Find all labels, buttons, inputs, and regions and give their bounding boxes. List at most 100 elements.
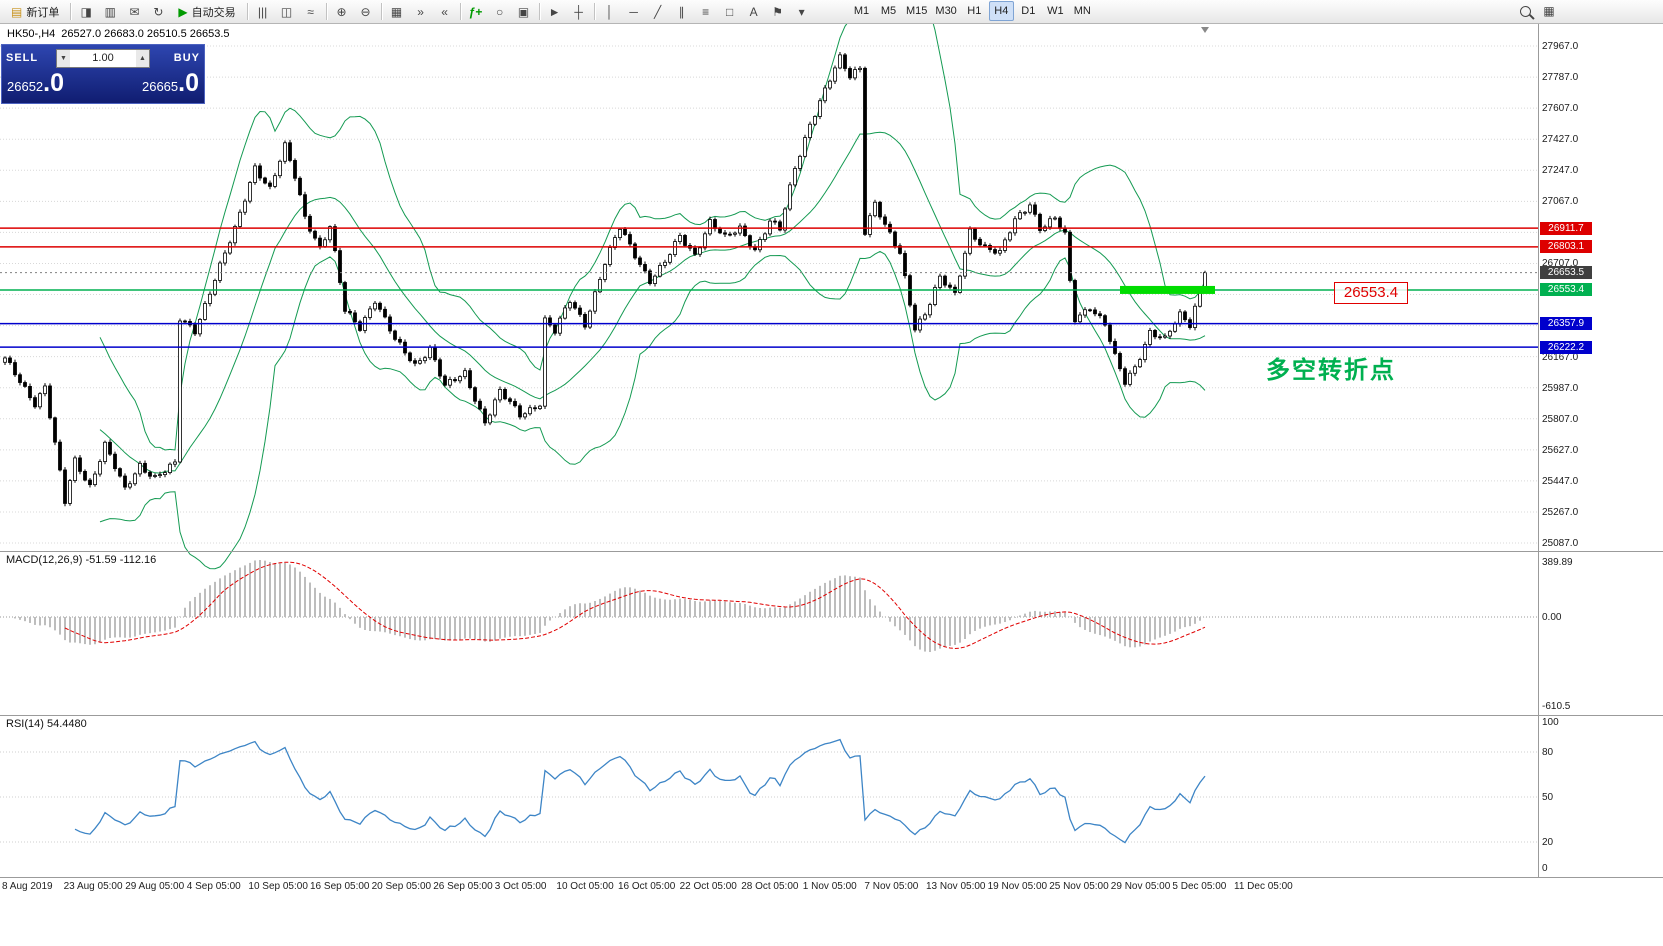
- candle: [1158, 336, 1162, 339]
- horizontal-line-button[interactable]: ─: [623, 2, 645, 22]
- chart-window-button[interactable]: ▦: [1538, 1, 1560, 21]
- buy-label[interactable]: BUY: [173, 52, 200, 64]
- templates-button[interactable]: ▣: [513, 2, 535, 22]
- candle: [568, 302, 572, 309]
- zoom-out-button[interactable]: ⊖: [355, 2, 377, 22]
- chart-window-icon: ▦: [1543, 4, 1555, 18]
- market-watch-button[interactable]: ▥: [99, 2, 121, 22]
- buy-button[interactable]: 26665.0: [142, 69, 199, 98]
- price-level-badge: 26357.9: [1540, 317, 1592, 331]
- volume-down-button[interactable]: ▼: [57, 49, 70, 67]
- candlestick-chart-button[interactable]: ◫: [276, 2, 298, 22]
- sell-button[interactable]: 26652.0: [7, 69, 64, 98]
- candle: [98, 461, 102, 475]
- rsi-name: RSI(14): [6, 718, 44, 730]
- bar-chart-button[interactable]: |||: [252, 2, 274, 22]
- candle: [248, 182, 252, 202]
- refresh-button[interactable]: ↻: [147, 2, 169, 22]
- chart-area[interactable]: [0, 24, 1538, 877]
- candle: [788, 184, 792, 210]
- price-annotation-box[interactable]: 26553.4: [1334, 282, 1408, 304]
- candle: [558, 317, 562, 334]
- turning-point-annotation[interactable]: 多空转折点: [1266, 357, 1396, 384]
- sell-label[interactable]: SELL: [6, 52, 39, 64]
- candle: [278, 160, 282, 177]
- volume-up-button[interactable]: ▲: [136, 49, 149, 67]
- candle: [1148, 330, 1152, 345]
- candle: [43, 385, 47, 395]
- timeframe-m15-button[interactable]: M15: [903, 1, 930, 21]
- candle: [468, 370, 472, 389]
- price-axis-label: 27067.0: [1542, 196, 1579, 208]
- candle: [763, 233, 767, 240]
- line-chart-button[interactable]: ≈: [300, 2, 322, 22]
- periods-button[interactable]: ○: [489, 2, 511, 22]
- timeframe-m1-button[interactable]: M1: [849, 1, 874, 21]
- autotrade-button[interactable]: ▶ 自动交易: [171, 2, 242, 22]
- auto-scroll-button[interactable]: »: [410, 2, 432, 22]
- timeframe-mn-button[interactable]: MN: [1070, 1, 1095, 21]
- profiles-button[interactable]: ◨: [75, 2, 97, 22]
- macd-label: MACD(12,26,9) -51.59 -112.16: [6, 554, 156, 566]
- vertical-line-button[interactable]: │: [599, 2, 621, 22]
- candle: [3, 357, 7, 363]
- candle: [158, 474, 162, 477]
- candle: [1053, 217, 1057, 220]
- candle: [33, 397, 37, 408]
- timeframe-h1-button[interactable]: H1: [962, 1, 987, 21]
- price-axis-label: 25447.0: [1542, 475, 1579, 487]
- candle: [503, 388, 507, 400]
- timeframe-h4-button[interactable]: H4: [988, 1, 1014, 21]
- timeframe-d1-button[interactable]: D1: [1016, 1, 1041, 21]
- fibonacci-button[interactable]: ≡: [695, 2, 717, 22]
- candle: [513, 401, 517, 407]
- rsi-axis-label: 50: [1542, 792, 1554, 803]
- zoom-in-button[interactable]: ⊕: [331, 2, 353, 22]
- candle: [598, 279, 602, 293]
- periods-icon: ○: [495, 4, 504, 19]
- channel-button[interactable]: ∥: [671, 2, 693, 22]
- candle: [958, 275, 962, 293]
- volume-input[interactable]: 1.00: [92, 52, 114, 64]
- chart-shift-button[interactable]: «: [434, 2, 456, 22]
- one-click-price-row: 26652.0 26665.0: [2, 69, 204, 98]
- candle: [1183, 311, 1187, 321]
- toolbar-separator: [380, 3, 382, 20]
- candle: [123, 475, 127, 488]
- candle: [878, 201, 882, 218]
- candle: [1023, 211, 1027, 214]
- candle: [1028, 204, 1032, 213]
- time-axis-label: 28 Oct 05:00: [741, 881, 799, 892]
- candle: [18, 374, 22, 383]
- candle: [658, 265, 662, 277]
- crosshair-button[interactable]: ┼: [568, 2, 590, 22]
- search-button[interactable]: [1514, 1, 1536, 21]
- indicators-button[interactable]: ƒ+: [465, 2, 487, 22]
- new-order-button[interactable]: ▤ 新订单: [4, 2, 66, 22]
- candle: [1088, 309, 1092, 312]
- arrow-label-button[interactable]: ⚑: [767, 2, 789, 22]
- mail-button[interactable]: ✉: [123, 2, 145, 22]
- timeframe-m5-button[interactable]: M5: [876, 1, 901, 21]
- shapes-button[interactable]: □: [719, 2, 741, 22]
- text-icon: A: [749, 4, 758, 19]
- text-button[interactable]: A: [743, 2, 765, 22]
- timeframe-w1-button[interactable]: W1: [1043, 1, 1068, 21]
- time-axis-label: 8 Aug 2019: [2, 881, 53, 892]
- candle: [693, 247, 697, 255]
- line-chart-icon: ≈: [307, 4, 314, 19]
- timeframe-m30-button[interactable]: M30: [932, 1, 959, 21]
- candle: [508, 398, 512, 402]
- candle: [893, 231, 897, 247]
- highlight-bar[interactable]: [1120, 285, 1215, 294]
- tile-windows-button[interactable]: ▦: [386, 2, 408, 22]
- rsi-axis-label: 100: [1542, 717, 1559, 728]
- buy-price-decimal: .0: [178, 69, 199, 97]
- trendline-button[interactable]: ╱: [647, 2, 669, 22]
- shapes-dropdown-button[interactable]: ▾: [791, 2, 813, 22]
- chart-shift-marker[interactable]: [1201, 27, 1209, 33]
- time-axis-label: 10 Sep 05:00: [248, 881, 308, 892]
- cursor-button[interactable]: ►: [544, 2, 566, 22]
- candle: [338, 250, 342, 283]
- candle: [93, 473, 97, 486]
